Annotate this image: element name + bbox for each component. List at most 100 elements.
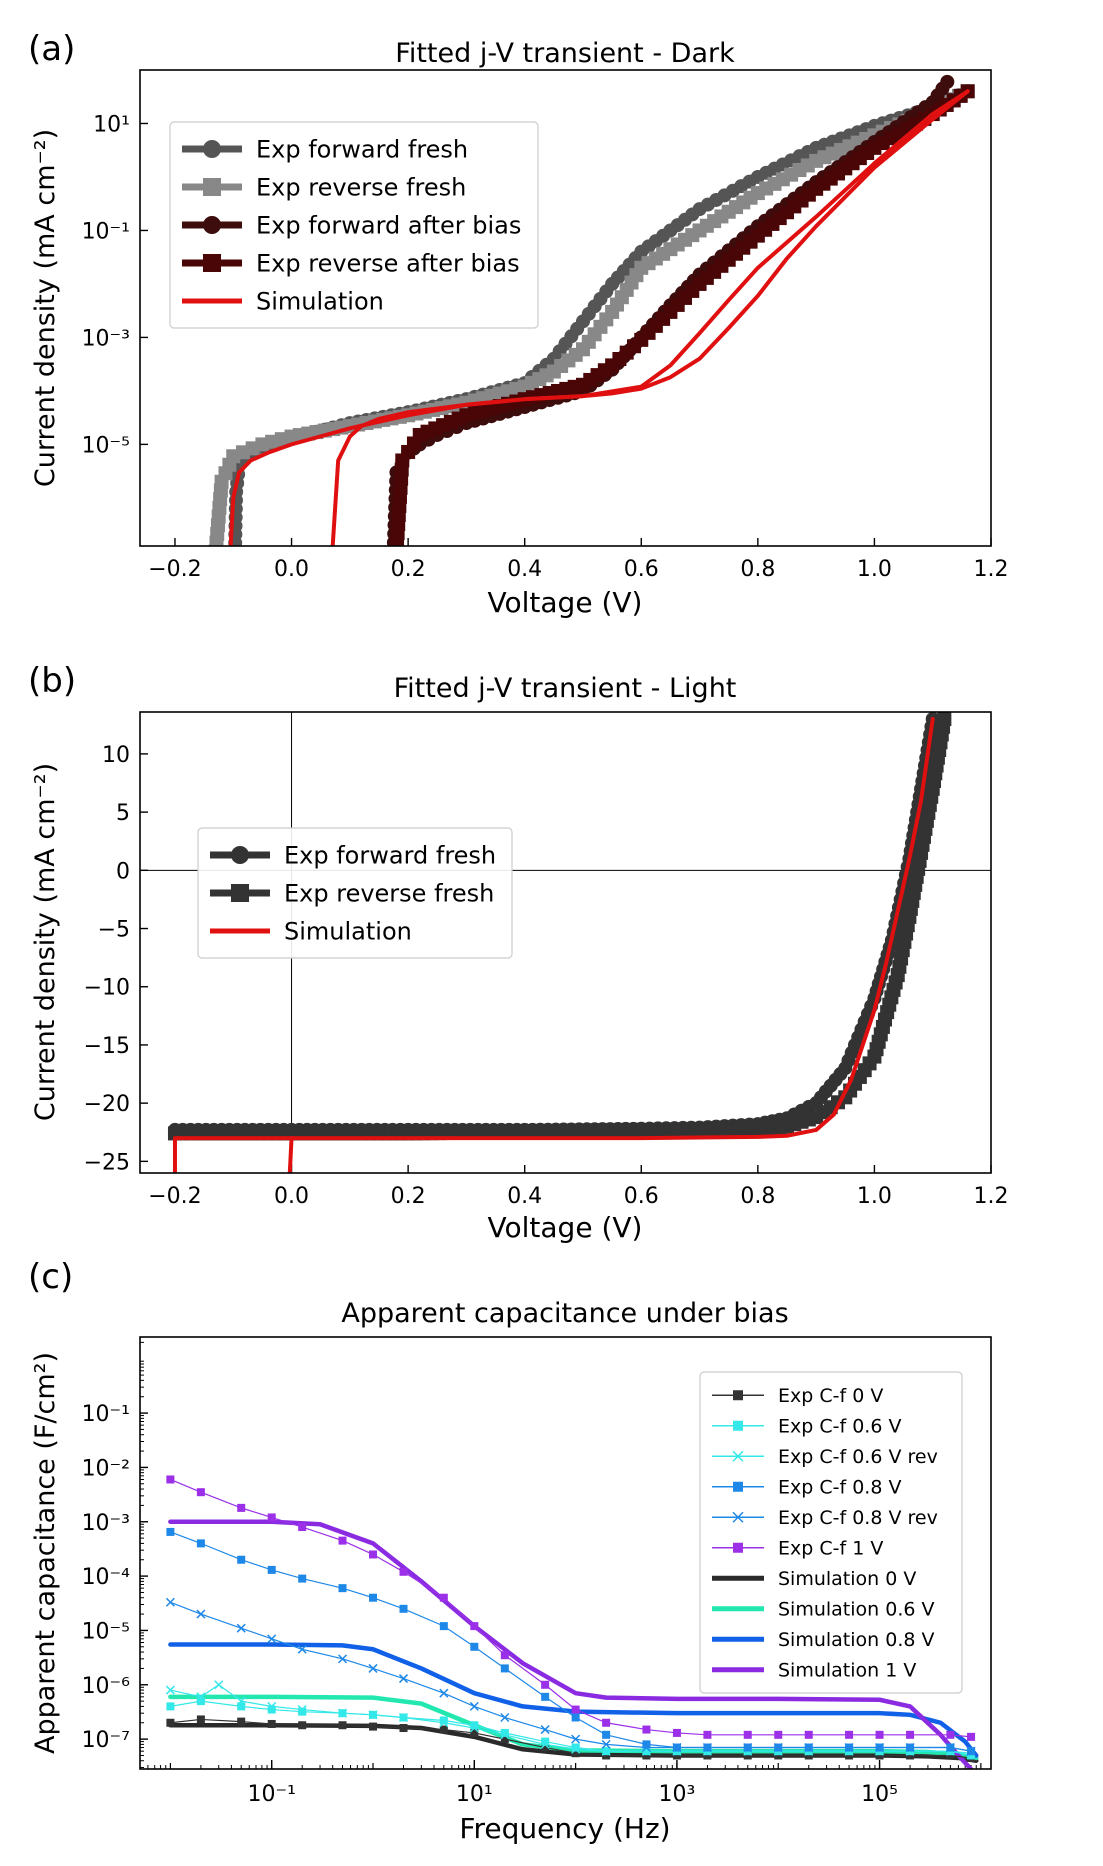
panel-c-y-tick-label: 10⁻² [82, 1456, 130, 1481]
panel-c-data-point [804, 1742, 814, 1753]
panel-c-title: Apparent capacitance under bias [341, 1298, 788, 1329]
panel-c-legend-label: Simulation 0.6 V [778, 1599, 935, 1621]
panel-c-data-point [571, 1744, 581, 1754]
panel-a-series-line [330, 89, 970, 546]
panel-c-legend-label: Simulation 0.8 V [778, 1629, 935, 1651]
panel-c-data-point [166, 1527, 175, 1536]
panel-c-data-point [967, 1751, 976, 1760]
panel-c-legend: Exp C-f 0 V Exp C-f 0.6 V Exp C-f 0.6 V re… [699, 1371, 963, 1694]
panel-c-legend-label: Exp C-f 0.6 V [778, 1416, 901, 1438]
panel-c-legend-entry: Exp C-f 0.6 V rev [712, 1446, 938, 1468]
panel-c-data-point [967, 1732, 976, 1741]
panel-a-legend-label: Exp forward after bias [256, 212, 521, 240]
panel-c-data-point [439, 1718, 449, 1728]
panel-c-data-point [540, 1725, 550, 1735]
panel-c-legend-entry: Exp C-f 0.6 V [712, 1416, 901, 1438]
panel-c-data-point [398, 1674, 409, 1684]
panel-b-x-tick-label: 0.0 [274, 1184, 309, 1209]
panel-a-legend-entry: Exp forward fresh [182, 136, 468, 164]
panel-c-legend-label: Exp C-f 0.8 V [778, 1477, 901, 1499]
panel-b-y-tick-label: 5 [116, 801, 130, 826]
panel-c-data-point [166, 1475, 175, 1484]
panel-c-data-point [602, 1751, 611, 1760]
panel-c-data-point [845, 1751, 854, 1760]
panel-a-legend-label: Exp reverse fresh [256, 174, 466, 202]
panel-c-data-point [774, 1751, 783, 1760]
panel-c-y-tick-label: 10⁻³ [82, 1511, 130, 1536]
panel-a-y-tick-label: 10⁻³ [82, 326, 130, 351]
panel-a-series-group [389, 84, 975, 546]
panel-a-x-tick-label: −0.2 [148, 557, 201, 582]
panel-b-x-tick-label: 0.8 [740, 1184, 775, 1209]
panel-c-data-point [875, 1742, 885, 1753]
panel-c-legend-label: Simulation 0 V [778, 1568, 916, 1590]
panel-b-legend-label: Exp reverse fresh [284, 880, 494, 908]
panel-a-y-tick-label: 10⁻¹ [82, 219, 130, 244]
panel-c-data-point [946, 1751, 955, 1760]
panel-c-data-point [672, 1742, 682, 1753]
panel-a-legend: Exp forward fresh Exp reverse fresh Exp fo… [169, 121, 539, 329]
panel-c-data-point [297, 1644, 307, 1654]
panel-b-legend-label: Simulation [284, 918, 412, 946]
panel-c-data-point [743, 1742, 753, 1753]
panel-c-data-point [774, 1730, 783, 1739]
panel-c-data-point [267, 1513, 276, 1522]
panel-a-x-tick-label: 0.2 [391, 557, 426, 582]
panel-b-legend-marker [231, 846, 249, 864]
panel-c-data-point [641, 1742, 651, 1753]
panel-c-data-point [439, 1593, 448, 1602]
panel-a-data-point [389, 544, 404, 546]
panel-c-data-point [297, 1705, 307, 1715]
panel-b-x-tick-label: 1.0 [857, 1184, 892, 1209]
panel-a-x-ticks: −0.2 0.0 0.2 0.4 0.6 0.8 1.0 1.2 [148, 538, 1009, 582]
panel-b-legend: Exp forward fresh Exp reverse fresh Simula… [197, 827, 513, 959]
panel-c-data-point [214, 1680, 224, 1690]
panel-b-x-axis-label: Voltage (V) [488, 1211, 643, 1244]
panel-c-series [165, 1475, 979, 1769]
panel-c-data-point [237, 1717, 246, 1726]
panel-b-y-tick-label: −25 [84, 1150, 130, 1175]
panel-c-data-point [844, 1742, 854, 1753]
panel-c-legend-marker [732, 1450, 744, 1462]
panel-c-data-point [298, 1574, 307, 1583]
panel-c-data-point [804, 1751, 813, 1760]
panel-c-label: (c) [28, 1257, 73, 1297]
panel-a-x-tick-label: 1.0 [857, 557, 892, 582]
panel-c-series-group [165, 1597, 976, 1756]
panel-b-y-tick-label: −20 [84, 1092, 130, 1117]
panel-c-data-point [236, 1696, 246, 1706]
panel-c-data-point [237, 1702, 246, 1711]
panel-c-data-point [804, 1730, 813, 1739]
panel-c-data-point [642, 1725, 651, 1734]
panel-b-legend-entry: Simulation [210, 918, 412, 946]
panel-a-frame [139, 69, 992, 547]
panel-c-legend-entry: Exp C-f 0 V [712, 1385, 883, 1407]
panel-a-legend-label: Exp reverse after bias [256, 250, 520, 278]
panel-c-series-line [170, 1684, 972, 1754]
panel-c-data-point [601, 1746, 611, 1756]
panel-a-legend-entry: Simulation [182, 288, 384, 316]
panel-c-data-point [368, 1663, 378, 1673]
panel-c-data-point [875, 1751, 884, 1760]
panel-c-data-point [399, 1604, 408, 1613]
panel-c-data-point [773, 1742, 783, 1753]
panel-b-x-tick-label: 0.4 [507, 1184, 542, 1209]
panel-c-data-point [298, 1721, 307, 1730]
panel-c-data-point [369, 1550, 378, 1559]
panel-c-data-point [165, 1597, 175, 1607]
panel-a-legend-entry: Exp reverse fresh [182, 174, 466, 202]
panel-c-x-tick-label: 10³ [659, 1782, 696, 1807]
panel-c-data-point [237, 1555, 246, 1564]
panel-b-legend-entry: Exp reverse fresh [210, 880, 494, 908]
panel-c-data-point [196, 1539, 205, 1548]
panel-a-legend-marker [203, 178, 221, 196]
panel-c-data-point [571, 1734, 581, 1744]
panel-c: (c) Apparent capacitance under bias Appa… [28, 1257, 992, 1845]
panel-a-series [208, 74, 975, 546]
panel-c-data-point [966, 1746, 976, 1756]
panel-c-legend-marker [733, 1542, 743, 1553]
panel-a-data-point [208, 544, 223, 546]
panel-c-data-point [500, 1730, 510, 1740]
panel-c-data-point [236, 1623, 246, 1633]
